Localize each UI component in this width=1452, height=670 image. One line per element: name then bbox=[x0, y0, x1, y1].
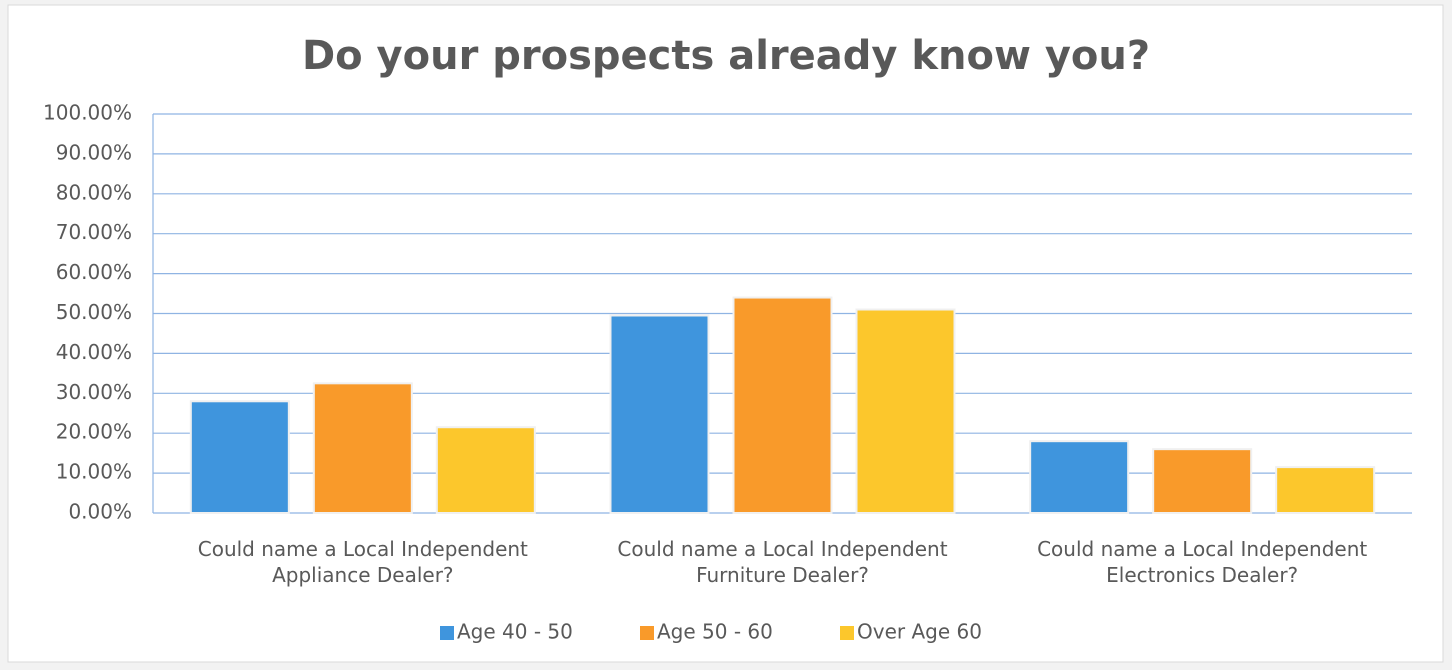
x-tick-label: Could name a Local Independent Furniture… bbox=[617, 537, 948, 587]
y-tick-label: 90.00% bbox=[56, 140, 132, 164]
y-tick-label: 30.00% bbox=[56, 380, 132, 404]
bar bbox=[609, 314, 710, 514]
legend-swatch bbox=[840, 626, 854, 640]
bar bbox=[312, 382, 413, 515]
legend-label: Over Age 60 bbox=[857, 620, 982, 644]
bar bbox=[1275, 466, 1376, 514]
y-tick-label: 70.00% bbox=[56, 220, 132, 244]
bar bbox=[1152, 448, 1253, 515]
bar bbox=[855, 308, 956, 515]
y-tick-label: 60.00% bbox=[56, 260, 132, 284]
bar bbox=[189, 400, 290, 514]
x-tick-label: Could name a Local Independent Electroni… bbox=[1037, 537, 1368, 587]
legend-swatch bbox=[440, 626, 454, 640]
chart-title: Do your prospects already know you? bbox=[302, 33, 1150, 79]
bar bbox=[732, 296, 833, 515]
y-tick-label: 10.00% bbox=[56, 460, 132, 484]
legend-label: Age 50 - 60 bbox=[657, 620, 773, 644]
legend-swatch bbox=[640, 626, 654, 640]
y-tick-label: 100.00% bbox=[43, 101, 132, 125]
x-tick-label: Could name a Local Independent Appliance… bbox=[197, 537, 528, 587]
y-tick-label: 80.00% bbox=[56, 180, 132, 204]
bar bbox=[435, 426, 536, 514]
y-tick-label: 40.00% bbox=[56, 340, 132, 364]
y-tick-label: 50.00% bbox=[56, 300, 132, 324]
legend-label: Age 40 - 50 bbox=[457, 620, 573, 644]
y-tick-label: 20.00% bbox=[56, 420, 132, 444]
y-tick-label: 0.00% bbox=[68, 500, 132, 524]
bar bbox=[1029, 440, 1130, 514]
